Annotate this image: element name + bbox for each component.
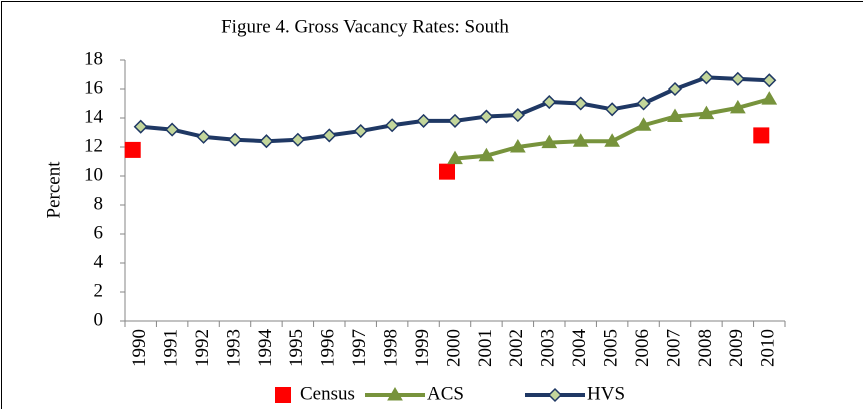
data-point	[509, 139, 526, 153]
y-tick-label: 12	[84, 135, 103, 156]
y-tick-label: 6	[94, 222, 104, 243]
x-tick-label: 1992	[192, 329, 213, 367]
y-tick-label: 2	[94, 280, 104, 301]
x-tick-label: 2008	[695, 329, 716, 367]
data-point	[636, 96, 651, 111]
x-tick-label: 2000	[443, 329, 464, 367]
data-point	[605, 102, 620, 117]
legend-marker	[387, 387, 403, 401]
x-tick-label: 2004	[569, 329, 590, 368]
data-point	[572, 133, 589, 147]
x-tick-label: 2003	[538, 329, 559, 367]
data-point	[730, 71, 745, 86]
y-tick-label: 8	[94, 193, 104, 214]
data-point	[698, 105, 715, 120]
y-tick-label: 4	[94, 251, 104, 272]
data-point	[196, 129, 211, 144]
x-tick-label: 1990	[129, 329, 150, 367]
y-tick-label: 0	[94, 309, 104, 330]
y-tick-label: 16	[84, 77, 103, 98]
legend-marker	[547, 387, 563, 403]
data-point	[447, 113, 463, 128]
x-tick-label: 2007	[663, 329, 684, 367]
data-point	[385, 118, 400, 133]
data-point	[667, 81, 683, 97]
legend-marker	[275, 387, 291, 403]
data-point	[699, 70, 714, 85]
x-tick-label: 1994	[255, 329, 276, 368]
data-point	[729, 99, 746, 114]
y-tick-label: 10	[84, 164, 103, 185]
x-tick-label: 1995	[286, 329, 307, 367]
y-axis-label: Percent	[43, 161, 64, 219]
legend-label: HVS	[587, 383, 625, 404]
data-point	[478, 147, 495, 162]
data-point	[290, 132, 305, 147]
data-point	[165, 122, 180, 137]
x-tick-label: 1996	[318, 329, 339, 367]
data-point	[259, 134, 274, 149]
x-tick-label: 2009	[726, 329, 747, 367]
data-point	[762, 73, 777, 88]
data-point	[416, 113, 431, 128]
data-point	[133, 119, 148, 134]
data-point	[124, 141, 141, 158]
data-point	[635, 117, 652, 131]
data-point	[227, 132, 243, 147]
data-point	[753, 127, 770, 144]
x-tick-label: 2005	[601, 329, 622, 367]
x-tick-label: 1997	[349, 329, 370, 367]
x-tick-label: 2001	[475, 329, 496, 367]
x-tick-label: 2006	[632, 329, 653, 367]
x-tick-label: 1998	[381, 329, 402, 367]
data-point	[667, 108, 683, 123]
x-tick-label: 1993	[223, 329, 244, 367]
x-tick-label: 1999	[412, 329, 433, 367]
data-point	[479, 109, 494, 124]
x-tick-label: 1991	[161, 329, 182, 367]
data-point	[761, 91, 778, 105]
chart-title: Figure 4. Gross Vacancy Rates: South	[221, 16, 509, 37]
data-point	[604, 133, 621, 147]
data-point	[353, 123, 368, 139]
legend-label: ACS	[427, 383, 464, 404]
data-point	[439, 163, 455, 180]
data-point	[573, 96, 588, 111]
x-tick-label: 2002	[506, 329, 527, 367]
data-point	[322, 128, 337, 143]
data-point	[510, 108, 525, 123]
data-point	[542, 94, 557, 110]
data-point	[541, 134, 558, 149]
x-tick-label: 2010	[758, 329, 779, 367]
y-tick-label: 14	[84, 106, 104, 127]
y-tick-label: 18	[84, 48, 103, 69]
data-point	[447, 150, 463, 165]
legend-label: Census	[300, 383, 355, 404]
